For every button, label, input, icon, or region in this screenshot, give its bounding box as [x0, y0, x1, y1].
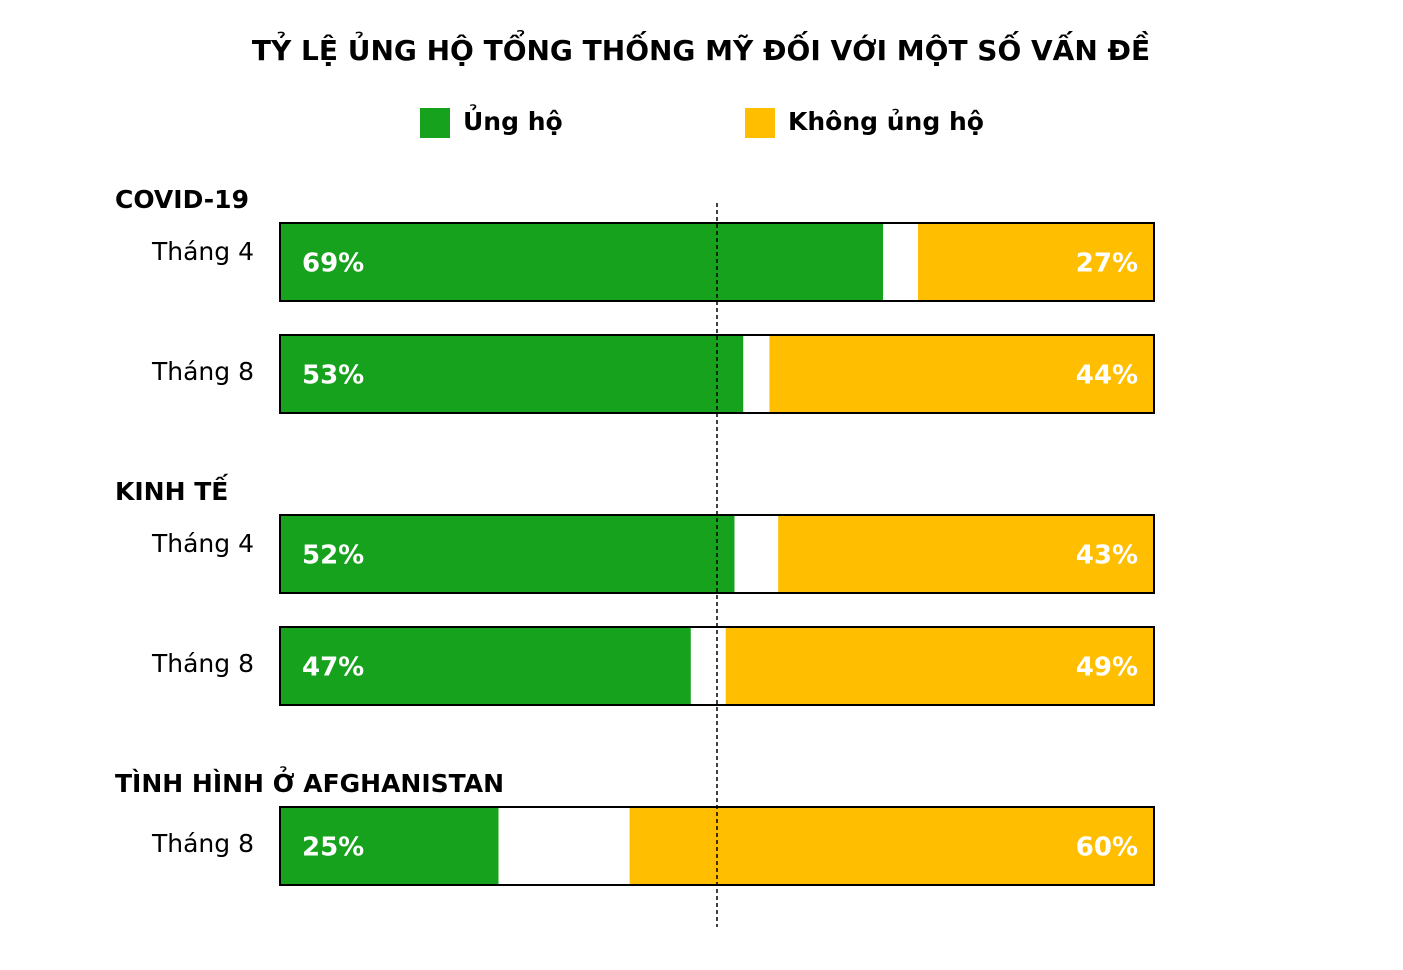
bar-segment [280, 335, 744, 413]
group-label: KINH TẾ [115, 473, 229, 506]
category-label: Tháng 4 [151, 237, 254, 266]
bar-segment [918, 223, 1154, 301]
value-label: 53% [302, 361, 364, 391]
value-label: 49% [1076, 653, 1138, 683]
category-label: Tháng 8 [151, 829, 254, 858]
chart-title: TỶ LỆ ỦNG HỘ TỔNG THỐNG MỸ ĐỐI VỚI MỘT S… [252, 27, 1150, 67]
bar-segment [280, 807, 499, 885]
bar-segment [280, 627, 691, 705]
group-label: COVID-19 [115, 185, 249, 214]
value-label: 69% [302, 249, 364, 279]
legend-swatch [745, 108, 775, 138]
value-label: 60% [1076, 833, 1138, 863]
value-label: 47% [302, 653, 364, 683]
value-label: 25% [302, 833, 364, 863]
category-label: Tháng 8 [151, 649, 254, 678]
group-label: TÌNH HÌNH Ở AFGHANISTAN [115, 765, 504, 798]
value-label: 52% [302, 541, 364, 571]
bar-segment [778, 515, 1154, 593]
bar-segment [280, 515, 735, 593]
value-label: 43% [1076, 541, 1138, 571]
value-label: 44% [1076, 361, 1138, 391]
legend-label: Không ủng hộ [788, 107, 984, 136]
category-label: Tháng 4 [151, 529, 254, 558]
bar-segment [769, 335, 1154, 413]
legend-label: Ủng hộ [463, 103, 563, 136]
category-label: Tháng 8 [151, 357, 254, 386]
legend-swatch [420, 108, 450, 138]
bar-segment [725, 627, 1154, 705]
bar-segment [280, 223, 884, 301]
value-label: 27% [1076, 249, 1138, 279]
